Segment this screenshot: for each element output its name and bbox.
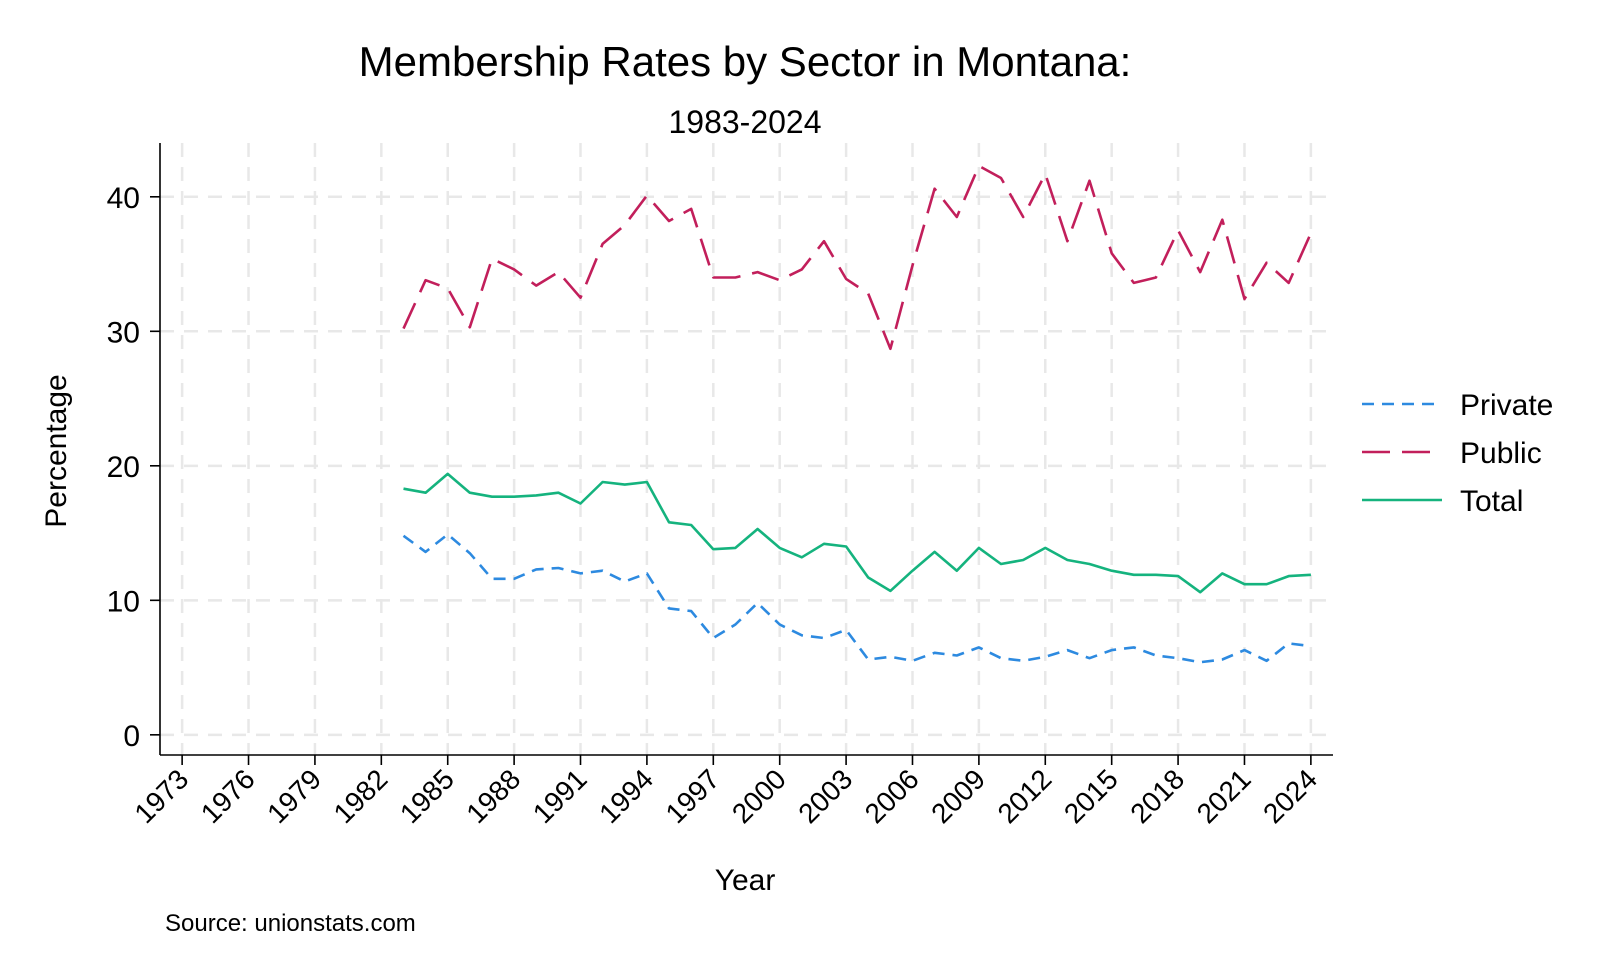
series-line-private xyxy=(402,533,1312,664)
y-tick-label: 20 xyxy=(107,451,140,484)
x-tick-label: 1994 xyxy=(593,763,659,829)
x-tick-label: 2000 xyxy=(726,763,792,829)
x-tick-label: 1985 xyxy=(394,763,460,829)
x-tick-label: 2012 xyxy=(992,763,1058,829)
legend-label-public: Public xyxy=(1460,437,1542,470)
series-lines xyxy=(402,164,1313,664)
y-ticks: 0 10 20 30 40 xyxy=(107,182,160,753)
y-tick-label: 0 xyxy=(123,720,140,753)
x-tick-label: 2003 xyxy=(792,763,858,829)
y-tick-label: 40 xyxy=(107,182,140,215)
x-tick-label: 2018 xyxy=(1124,763,1190,829)
axes xyxy=(159,143,1333,756)
x-axis-label: Year xyxy=(715,864,776,897)
x-ticks: 1973 1976 1979 1982 1985 1988 1991 1994 1997 2000… xyxy=(128,755,1323,829)
chart-subtitle: 1983-2024 xyxy=(668,104,821,140)
y-tick-label: 30 xyxy=(107,316,140,349)
source-note: Source: unionstats.com xyxy=(165,910,416,937)
y-axis-label: Percentage xyxy=(40,374,73,527)
x-tick-label: 2015 xyxy=(1058,763,1124,829)
series-line-public xyxy=(402,164,1313,351)
grid xyxy=(160,143,1333,755)
chart-title: Membership Rates by Sector in Montana: xyxy=(359,38,1132,85)
x-tick-label: 1982 xyxy=(328,763,394,829)
x-tick-label: 1979 xyxy=(261,763,327,829)
x-tick-label: 1973 xyxy=(128,763,194,829)
x-tick-label: 1988 xyxy=(460,763,526,829)
legend-label-total: Total xyxy=(1460,485,1523,518)
series-line-total xyxy=(403,472,1311,594)
x-tick-label: 1976 xyxy=(195,763,261,829)
x-tick-label: 2009 xyxy=(925,763,991,829)
legend-label-private: Private xyxy=(1460,389,1553,422)
x-tick-label: 2006 xyxy=(859,763,925,829)
x-tick-label: 2024 xyxy=(1257,763,1323,829)
x-tick-label: 1997 xyxy=(660,763,726,829)
y-tick-label: 10 xyxy=(107,585,140,618)
legend: Private Public Total xyxy=(1362,389,1553,518)
x-tick-label: 2021 xyxy=(1191,763,1257,829)
x-tick-label: 1991 xyxy=(527,763,593,829)
